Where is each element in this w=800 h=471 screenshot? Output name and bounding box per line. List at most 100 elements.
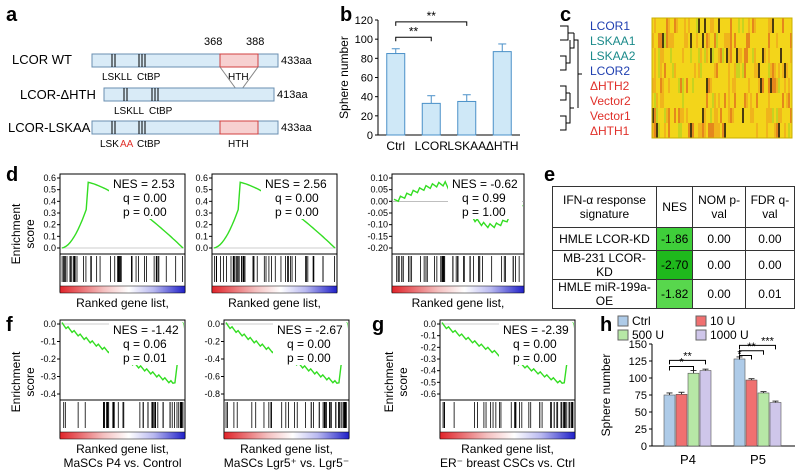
- e-header-nes: NES: [655, 186, 694, 228]
- panel-c-heatmap: LCOR1LSKAA1LSKAA2LCOR2ΔHTH2Vector2Vector…: [560, 17, 793, 139]
- gsea-p: p = 1.00: [462, 205, 506, 219]
- c-heat-cell: [724, 48, 727, 63]
- c-heat-cell: [698, 18, 701, 33]
- c-heat-cell: [682, 63, 685, 78]
- c-heat-cell: [690, 18, 693, 33]
- c-heat-cell: [670, 108, 673, 123]
- c-heat-cell: [768, 78, 771, 93]
- c-heat-cell: [770, 93, 773, 108]
- c-heat-cell: [716, 33, 719, 48]
- c-heat-cell: [678, 78, 681, 93]
- dhth-length: 413aa: [277, 89, 308, 101]
- c-heat-cell: [752, 18, 755, 33]
- h-bar: [733, 358, 746, 447]
- c-heat-cell: [748, 123, 751, 138]
- c-heat-cell: [738, 18, 741, 33]
- c-heat-cell: [762, 123, 765, 138]
- c-heat-cell: [766, 93, 769, 108]
- e-row-p: 0.00: [692, 227, 746, 251]
- c-heat-cell: [772, 33, 775, 48]
- c-heat-cell: [750, 18, 753, 33]
- c-heat-cell: [762, 78, 765, 93]
- c-heat-cell: [710, 63, 713, 78]
- panel-label-h: h: [600, 314, 613, 336]
- gsea-ytick-label: 0.00: [370, 196, 388, 206]
- c-heat-cell: [710, 48, 713, 63]
- c-heat-cell: [700, 33, 703, 48]
- c-heat-cell: [696, 78, 699, 93]
- c-heat-cell: [784, 33, 787, 48]
- c-heat-cell: [696, 108, 699, 123]
- c-heat-cell: [722, 48, 725, 63]
- c-heat-cell: [744, 18, 747, 33]
- c-heat-cell: [672, 123, 675, 138]
- c-heat-cell: [690, 78, 693, 93]
- gsea-stat-box: [261, 177, 335, 219]
- b-bar: [492, 51, 512, 136]
- c-heat-cell: [658, 48, 661, 63]
- c-heat-cell: [660, 33, 663, 48]
- c-heat-cell: [694, 93, 697, 108]
- c-heat-cell: [770, 78, 773, 93]
- c-heat-cell: [706, 48, 709, 63]
- panel-label-d: d: [6, 164, 19, 186]
- gsea-stat-box: [448, 177, 522, 219]
- c-heat-cell: [706, 123, 709, 138]
- c-heat-cell: [718, 33, 721, 48]
- c-heat-cell: [750, 48, 753, 63]
- c-heat-cell: [764, 63, 767, 78]
- c-heat-cell: [658, 78, 661, 93]
- h-legend-label: Ctrl: [632, 314, 651, 328]
- h-legend-swatch: [617, 315, 629, 327]
- c-heat-cell: [710, 93, 713, 108]
- c-heat-cell: [736, 123, 739, 138]
- c-heat-cell: [708, 48, 711, 63]
- c-heat-cell: [678, 108, 681, 123]
- c-heat-cell: [724, 123, 727, 138]
- c-heat-cell: [656, 48, 659, 63]
- c-heat-cell: [714, 63, 717, 78]
- c-heat-cell: [740, 78, 743, 93]
- c-heat-cell: [710, 78, 713, 93]
- c-heat-cell: [694, 18, 697, 33]
- c-heat-cell: [708, 93, 711, 108]
- b-category-label: ΔHTH: [486, 139, 519, 153]
- b-bar: [421, 102, 441, 136]
- c-heat-cell: [726, 33, 729, 48]
- c-heat-cell: [698, 33, 701, 48]
- table-row: HMLE LCOR-KD -1.86 0.00 0.00: [552, 227, 796, 251]
- c-heat-cell: [754, 108, 757, 123]
- panel-b-chart: 0 20 40 60 80 100 120 Sphere number Ctrl LCOR LSKA…: [337, 9, 520, 153]
- b-ytick-label: 40: [361, 92, 373, 104]
- c-heat-cell: [696, 63, 699, 78]
- c-heat-cell: [668, 78, 671, 93]
- c-heat-cell: [786, 33, 789, 48]
- c-heat-cell: [686, 63, 689, 78]
- c-heat-cell: [664, 123, 667, 138]
- e-row-q: 0.00: [744, 250, 796, 280]
- c-heat-cell: [722, 108, 725, 123]
- c-row-label: LCOR2: [590, 64, 630, 78]
- c-heat-cell: [668, 123, 671, 138]
- c-heat-cell: [734, 93, 737, 108]
- c-heat-cell: [756, 63, 759, 78]
- c-heat-cell: [720, 123, 723, 138]
- c-heat-cell: [670, 63, 673, 78]
- c-heat-cell: [668, 33, 671, 48]
- c-heat-cell: [744, 48, 747, 63]
- c-heat-cell: [784, 123, 787, 138]
- c-heat-cell: [754, 33, 757, 48]
- c-heat-cell: [730, 33, 733, 48]
- b-ytick-label: 60: [361, 73, 373, 85]
- c-heat-cell: [790, 78, 793, 93]
- c-heat-cell: [760, 93, 763, 108]
- c-heat-cell: [776, 123, 779, 138]
- c-heat-cell: [744, 123, 747, 138]
- lskaa-label-hth: HTH: [228, 139, 249, 150]
- h-bar: [675, 394, 688, 447]
- c-heat-cell: [686, 48, 689, 63]
- c-heat-cell: [690, 48, 693, 63]
- e-header-p: NOM p-val: [692, 186, 746, 228]
- c-heat-cell: [764, 78, 767, 93]
- c-heat-cell: [660, 123, 663, 138]
